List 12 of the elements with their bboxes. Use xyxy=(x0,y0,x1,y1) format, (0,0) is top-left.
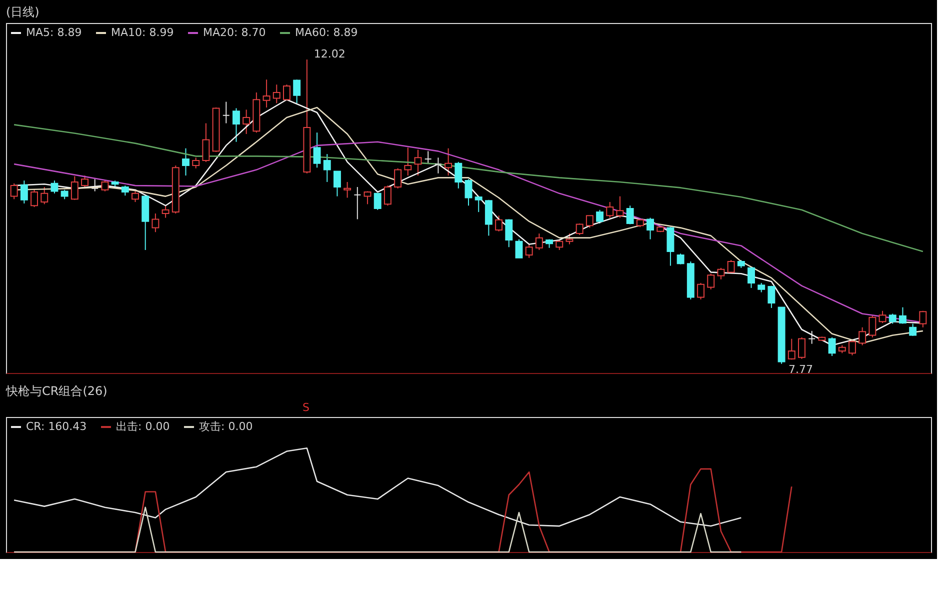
text: S xyxy=(302,401,310,414)
legend-label: MA5: 8.89 xyxy=(26,26,82,39)
legend-label: MA60: 8.89 xyxy=(295,26,358,39)
legend-label: 出击: 0.00 xyxy=(116,420,170,433)
chart-title: 快枪与CR组合(26) xyxy=(5,384,108,398)
legend-label: MA10: 8.99 xyxy=(111,26,174,39)
annotation: 12.02 xyxy=(314,48,346,61)
annotation: 7.77 xyxy=(788,362,814,376)
chart-title: (日线) xyxy=(6,5,40,19)
legend-label: 攻击: 0.00 xyxy=(199,420,253,433)
legend-label: MA20: 8.70 xyxy=(203,26,266,39)
legend-label: CR: 160.43 xyxy=(26,420,87,433)
